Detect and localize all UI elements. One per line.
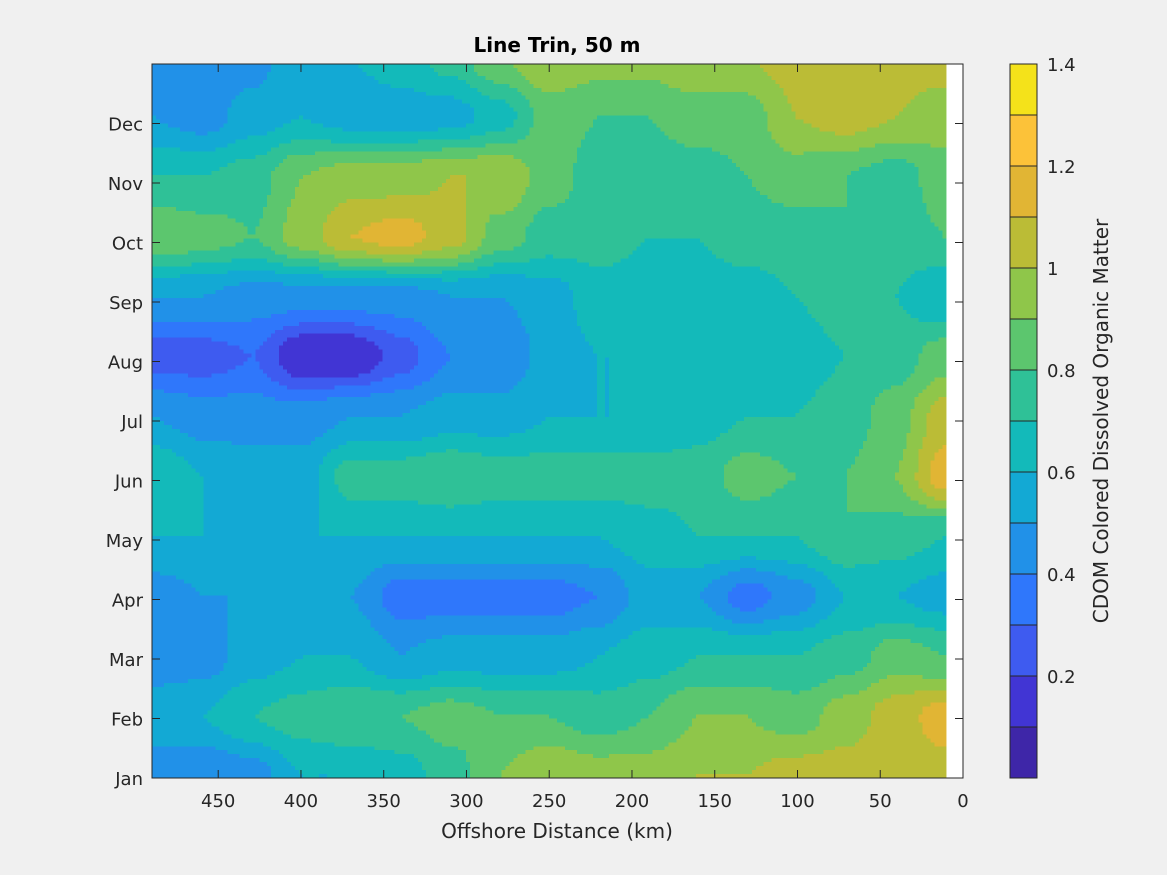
x-tick-label: 400	[284, 791, 318, 812]
y-tick-label: Aug	[108, 353, 143, 374]
y-axis: Jan Feb Mar Apr May Jun Jul Aug Sep Oct Nov Dec	[106, 115, 963, 790]
colorbar-band	[1010, 625, 1037, 677]
colorbar-border	[1009, 63, 1038, 779]
colorbar-band	[1010, 370, 1037, 422]
colorbar-tick-label: 1	[1047, 259, 1058, 280]
contour-plot	[151, 63, 964, 779]
x-tick-label: 300	[449, 791, 483, 812]
y-tick-label: Nov	[108, 174, 143, 195]
x-tick-label: 100	[780, 791, 814, 812]
y-tick-label: Oct	[112, 234, 143, 255]
colorbar-band	[1010, 421, 1037, 473]
colorbar-band	[1010, 64, 1037, 116]
contour-field	[152, 64, 947, 778]
y-tick-label: Apr	[112, 591, 144, 612]
colorbar-band	[1010, 115, 1037, 167]
y-tick-label: Mar	[109, 650, 144, 671]
y-tick-label: Jul	[120, 412, 143, 433]
x-tick-label: 200	[615, 791, 649, 812]
colorbar-band	[1010, 319, 1037, 371]
x-tick-label: 350	[367, 791, 401, 812]
x-tick-label: 150	[698, 791, 732, 812]
colorbar-band	[1010, 268, 1037, 320]
x-tick-label: 450	[201, 791, 235, 812]
colorbar-band	[1010, 472, 1037, 524]
colorbar-tick-label: 0.4	[1047, 565, 1076, 586]
colorbar-band	[1010, 523, 1037, 575]
y-tick-label: Sep	[109, 293, 143, 314]
x-tick-label: 0	[957, 791, 968, 812]
x-axis-label: Offshore Distance (km)	[441, 819, 673, 843]
colorbar-tick-label: 0.8	[1047, 361, 1076, 382]
x-axis: 450 400 350 300 250 200 150 100 50 0	[201, 64, 969, 812]
colorbar: 0.2 0.4 0.6 0.8 1 1.2 1.4	[1009, 55, 1076, 779]
y-tick-label: Jan	[114, 769, 143, 790]
colorbar-tick-label: 1.4	[1047, 55, 1076, 76]
colorbar-tick-label: 0.2	[1047, 667, 1076, 688]
colorbar-label: CDOM Colored Dissolved Organic Matter	[1089, 218, 1113, 623]
y-tick-label: May	[106, 531, 144, 552]
chart-title: Line Trin, 50 m	[474, 33, 641, 57]
colorbar-tick-label: 1.2	[1047, 157, 1076, 178]
colorbar-tick-label: 0.6	[1047, 463, 1076, 484]
colorbar-band	[1010, 727, 1037, 779]
colorbar-band	[1010, 574, 1037, 626]
colorbar-band	[1010, 217, 1037, 269]
y-tick-label: Dec	[108, 115, 143, 136]
colorbar-band	[1010, 676, 1037, 728]
x-tick-label: 250	[532, 791, 566, 812]
y-tick-label: Feb	[111, 710, 143, 731]
x-tick-label: 50	[869, 791, 892, 812]
y-tick-label: Jun	[114, 472, 143, 493]
colorbar-band	[1010, 166, 1037, 218]
